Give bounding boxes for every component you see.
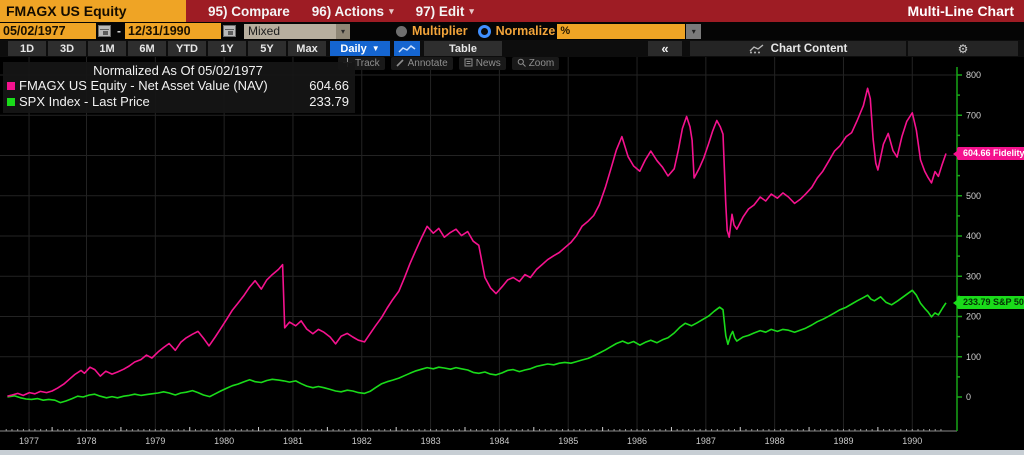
x-axis-label: 1988 (765, 436, 785, 446)
chevron-down-icon: ▾ (389, 5, 394, 16)
y-axis-label: 200 (966, 312, 981, 322)
title-bar: FMAGX US Equity 95) Compare 96) Actions ▾ 9… (0, 0, 1024, 22)
legend-series-value: 604.66 (309, 78, 349, 93)
x-axis-label: 1977 (19, 436, 39, 446)
multiplier-label: Multiplier (412, 24, 468, 38)
chart-mini-toolbar: Track Annotate News Zoom (338, 57, 560, 70)
x-axis-label: 1980 (214, 436, 234, 446)
y-axis-label: 500 (966, 191, 981, 201)
legend-series-name: FMAGX US Equity - Net Asset Value (NAV) (19, 78, 268, 93)
chart-content-button[interactable]: Chart Content (690, 41, 906, 56)
period-ytd-button[interactable]: YTD (168, 41, 206, 56)
zoom-icon (517, 58, 526, 70)
y-axis-label: 400 (966, 231, 981, 241)
legend-row[interactable]: FMAGX US Equity - Net Asset Value (NAV) … (7, 78, 349, 94)
period-max-button[interactable]: Max (288, 41, 326, 56)
spx-series-swatch (7, 98, 15, 106)
chevron-down-icon[interactable]: ▾ (336, 23, 350, 39)
x-axis-label: 1979 (145, 436, 165, 446)
x-axis-label: 1985 (558, 436, 578, 446)
y-axis-label: 0 (966, 392, 971, 402)
window-bottom-edge (0, 450, 1024, 455)
chart-content-label: Chart Content (770, 42, 848, 55)
x-axis-label: 1989 (833, 436, 853, 446)
mini-toolbar-label: Annotate (407, 58, 448, 69)
chevron-down-icon: ▾ (469, 5, 474, 16)
chart-plot-area[interactable]: 1977 1978 1979 1980 1981 1982 1983 1984 1985 1986… (0, 57, 1024, 450)
legend-row[interactable]: SPX Index - Last Price 233.79 (7, 94, 349, 110)
menu-actions-button[interactable]: 96) Actions ▾ (312, 4, 394, 19)
calendar-icon[interactable] (223, 25, 236, 37)
chevron-down-icon[interactable]: ▾ (686, 23, 702, 39)
ticker-field[interactable]: FMAGX US Equity (0, 0, 186, 22)
controls-bar: 05/02/1977 - 12/31/1990 Mixed ▾ Multipli… (0, 22, 1024, 40)
annotate-icon (396, 58, 405, 70)
menu-strip: 95) Compare 96) Actions ▾ 97) Edit ▾ Multi-Li… (186, 0, 1024, 22)
legend-series-name: SPX Index - Last Price (19, 94, 150, 109)
date-separator: - (117, 24, 121, 38)
legend-series-value: 233.79 (309, 94, 349, 109)
period-6m-button[interactable]: 6M (128, 41, 166, 56)
legend-title: Normalized As Of 05/02/1977 (93, 63, 263, 78)
news-button[interactable]: News (458, 57, 506, 70)
period-1y-button[interactable]: 1Y (208, 41, 246, 56)
menu-compare-button[interactable]: 95) Compare (208, 4, 290, 19)
x-axis-label: 1981 (283, 436, 303, 446)
chart-legend: Normalized As Of 05/02/1977 FMAGX US Equ… (3, 62, 355, 113)
spx-last-price-tag: 233.79 S&P 500 I (953, 296, 1024, 310)
multi-line-chart[interactable]: 1977 1978 1979 1980 1981 1982 1983 1984 1985 1986… (0, 57, 1024, 450)
gear-icon: ⚙ (957, 41, 969, 56)
line-chart-icon[interactable] (394, 41, 420, 56)
fmagx-last-price-tag: 604.66 Fidelity (953, 147, 1024, 161)
chevron-down-icon: ▼ (371, 44, 380, 53)
y-axis-label: 100 (966, 352, 981, 362)
mini-toolbar-label: Zoom (528, 58, 555, 69)
news-icon (464, 58, 473, 70)
x-axis-label: 1978 (76, 436, 96, 446)
normalize-unit-field[interactable]: % (557, 23, 686, 39)
menu-edit-button[interactable]: 97) Edit ▾ (416, 4, 474, 19)
end-date-field[interactable]: 12/31/1990 (125, 23, 221, 39)
calendar-icon[interactable] (98, 25, 111, 37)
period-3d-button[interactable]: 3D (48, 41, 86, 56)
zoom-button[interactable]: Zoom (511, 57, 560, 70)
period-5y-button[interactable]: 5Y (248, 41, 286, 56)
settings-button[interactable]: ⚙ (908, 41, 1018, 56)
menu-label: 96) Actions (311, 3, 385, 19)
y-axis-label: 800 (966, 70, 981, 80)
collapse-panel-button[interactable]: « (648, 41, 682, 56)
x-axis-label: 1984 (489, 436, 509, 446)
page-title: Multi-Line Chart (907, 3, 1014, 19)
x-axis-label: 1990 (902, 436, 922, 446)
menu-label: 95) Compare (208, 3, 290, 19)
period-1m-button[interactable]: 1M (88, 41, 126, 56)
mini-toolbar-label: News (475, 58, 501, 69)
mini-toolbar-label: Track (355, 58, 380, 69)
x-axis-label: 1986 (627, 436, 647, 446)
period-1d-button[interactable]: 1D (8, 41, 46, 56)
mode-dropdown[interactable]: Mixed (244, 23, 336, 39)
period-bar: 1D 3D 1M 6M YTD 1Y 5Y Max Daily ▼ Table « Chart Cont… (0, 40, 1024, 57)
multiplier-radio[interactable] (396, 25, 407, 37)
series-line (7, 87, 947, 397)
x-axis-label: 1987 (696, 436, 716, 446)
chart-content-icon (749, 43, 764, 53)
frequency-dropdown[interactable]: Daily ▼ (330, 41, 390, 56)
x-axis-label: 1982 (352, 436, 372, 446)
x-axis-label: 1983 (421, 436, 441, 446)
menu-label: 97) Edit (415, 3, 465, 19)
series-line (7, 289, 947, 404)
normalize-label: Normalize (495, 24, 556, 38)
frequency-value: Daily (340, 42, 367, 55)
y-axis-label: 300 (966, 271, 981, 281)
normalize-radio[interactable] (477, 24, 491, 38)
annotate-button[interactable]: Annotate (390, 57, 453, 70)
table-button[interactable]: Table (424, 41, 502, 56)
fmagx-series-swatch (7, 82, 15, 90)
y-axis-label: 700 (966, 110, 981, 120)
start-date-field[interactable]: 05/02/1977 (0, 23, 96, 39)
